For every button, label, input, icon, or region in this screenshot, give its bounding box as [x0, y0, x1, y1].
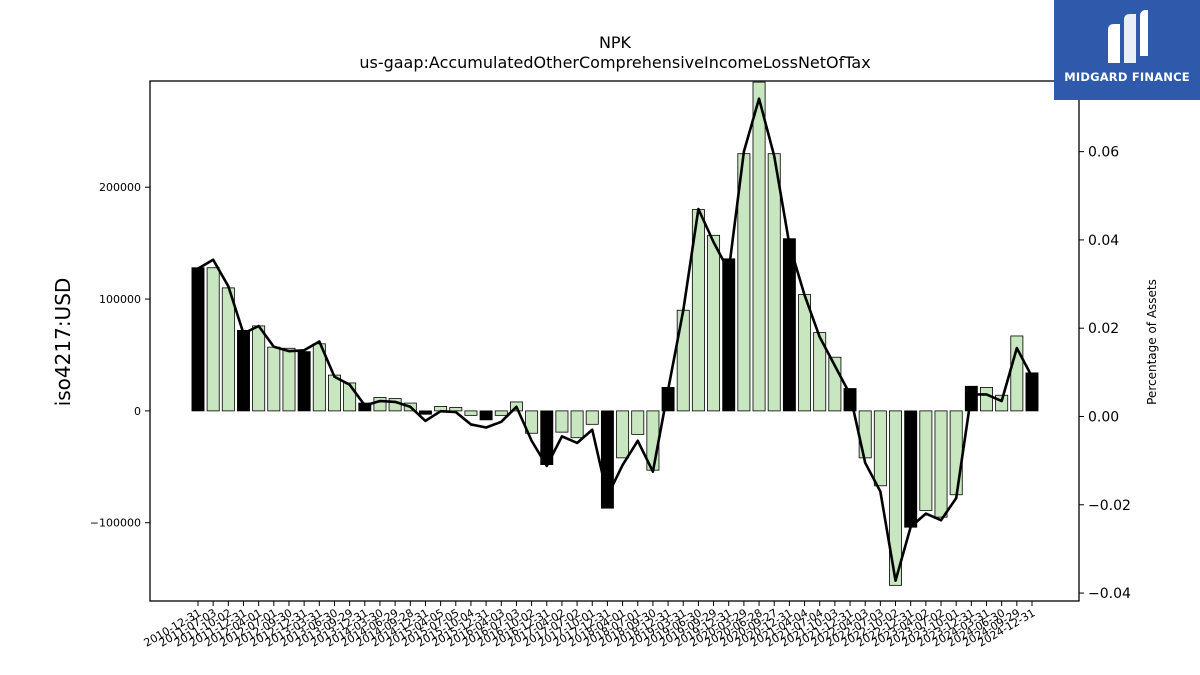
- bar-2023-10-01: [949, 410, 963, 496]
- bar-2022-04-03: [858, 410, 872, 459]
- bar-2022-10-02: [889, 410, 902, 586]
- y2-tick-label: 0.02: [1088, 321, 1119, 337]
- bar-2018-04-01: [616, 410, 630, 459]
- logo-text: MIDGARD FINANCE: [1064, 70, 1190, 84]
- bar-2016-10-02: [525, 410, 539, 434]
- bar-2023-07-02: [934, 410, 948, 518]
- bar-2012-04-01: [252, 325, 266, 412]
- y-axis-right: −0.04 −0.02 0.00 0.02 0.04 0.06: [1079, 145, 1131, 602]
- chart-subtitle: us-gaap:AccumulatedOtherComprehensiveInc…: [359, 53, 870, 72]
- y2-tick-label: 0.06: [1088, 145, 1119, 161]
- y2-tick-label: 0.04: [1088, 233, 1119, 249]
- bar-2013-06-30: [328, 374, 341, 412]
- bar-2013-12-31: [358, 402, 372, 412]
- bar-2020-09-27: [767, 153, 781, 412]
- y-axis-label: iso4217:USD: [51, 278, 75, 407]
- bar-2011-12-31: [237, 329, 250, 412]
- y-tick-label: 200000: [99, 181, 141, 194]
- y-tick-label: −100000: [90, 517, 141, 530]
- bar-2012-07-01: [267, 346, 281, 412]
- bar-2011-07-03: [206, 267, 220, 412]
- bar-2022-07-03: [873, 410, 887, 487]
- bar-2019-09-29: [707, 234, 721, 412]
- bar-2020-06-28: [752, 81, 766, 412]
- bar-2023-04-02: [919, 410, 933, 511]
- bar-2018-07-01: [631, 410, 645, 435]
- y-tick-label: 0: [134, 405, 141, 418]
- bar-2013-09-29: [343, 382, 357, 412]
- chart-title: NPK: [599, 33, 632, 52]
- bar-2019-03-31: [676, 309, 690, 412]
- bar-2017-07-02: [570, 410, 584, 439]
- x-axis: 2010-12-312011-07-032011-10-022011-12-31…: [142, 601, 1038, 650]
- bar-2010-12-31: [191, 267, 205, 412]
- bar-2017-04-02: [555, 410, 569, 433]
- bar-2024-12-31: [1025, 372, 1039, 412]
- y2-tick-label: −0.02: [1088, 498, 1131, 514]
- bars-layer: [191, 81, 1039, 586]
- bar-2022-12-31: [904, 410, 918, 528]
- bar-2016-04-03: [494, 410, 508, 416]
- bar-2021-07-04: [813, 332, 827, 412]
- bar-2015-10-04: [464, 410, 478, 416]
- bar-2017-10-01: [585, 410, 599, 425]
- bar-2024-03-31: [980, 387, 993, 412]
- bar-2014-12-31: [418, 410, 432, 415]
- bar-2015-07-05: [449, 407, 463, 412]
- midgard-finance-logo: MIDGARD FINANCE: [1054, 0, 1200, 100]
- bar-2021-04-04: [798, 294, 812, 412]
- bar-2015-12-31: [479, 410, 493, 421]
- bar-2019-12-31: [722, 258, 736, 412]
- bar-2012-09-30: [282, 347, 296, 412]
- y-tick-label: 100000: [99, 293, 141, 306]
- bar-2012-12-31: [297, 351, 311, 412]
- pct-of-assets-line: [197, 97, 1034, 582]
- midgard-logo-icon: [1108, 10, 1148, 63]
- y-axis-left: −100000 0 100000 200000: [90, 181, 150, 530]
- y2-tick-label: −0.04: [1088, 586, 1131, 602]
- y2-axis-label: Percentage of Assets: [1145, 279, 1159, 405]
- plot-frame: [149, 80, 1080, 602]
- bar-2014-03-30: [373, 397, 387, 412]
- bar-2020-12-31: [782, 238, 796, 412]
- line-layer: [197, 97, 1034, 582]
- bar-2011-10-02: [221, 287, 235, 412]
- y2-tick-label: 0.00: [1088, 409, 1119, 425]
